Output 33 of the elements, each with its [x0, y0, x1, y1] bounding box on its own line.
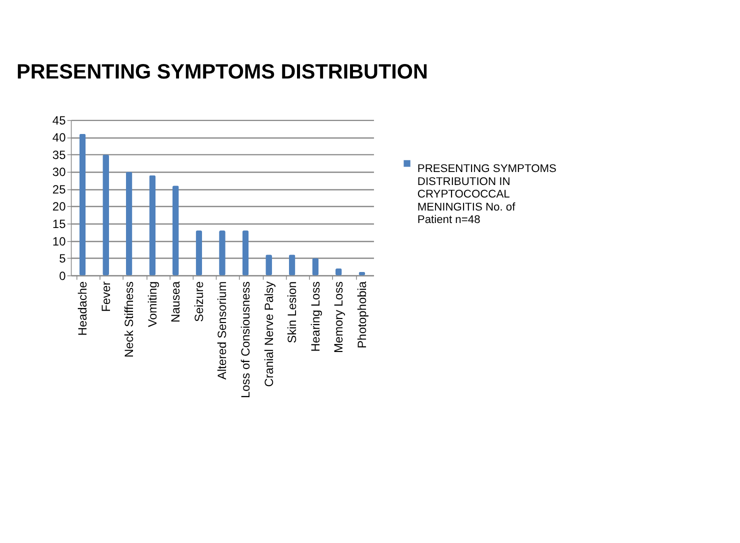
x-tick-label: Neck Stiffness — [122, 281, 136, 358]
y-tick-label: 35 — [52, 148, 66, 162]
legend-label: PRESENTING SYMPTOMS DISTRIBUTION IN CRYPTOCOCCAL MENINGITIS No. of Patient n=48 — [417, 163, 556, 226]
y-tick-label: 20 — [52, 200, 66, 214]
x-tick-label: Memory Loss — [332, 281, 346, 354]
chart-title: PRESENTING SYMPTOMS DISTRIBUTION — [16, 60, 428, 84]
x-tick-label: Skin Lesion — [285, 281, 300, 344]
x-tick-label: Altered Sensorium — [215, 281, 230, 380]
y-tick-label: 25 — [52, 182, 66, 196]
bar — [242, 230, 249, 276]
x-tick-label: Loss of Consiousness — [238, 281, 253, 398]
x-tick-label: Headache — [76, 281, 90, 336]
x-tick-label: Cranial Nerve Palsy — [262, 281, 276, 387]
y-tick-label: 45 — [52, 113, 66, 128]
bar — [288, 254, 296, 276]
bar — [196, 230, 202, 276]
bar — [172, 186, 179, 276]
x-tick-label: Fever — [98, 281, 113, 312]
x-tick-label: Nausea — [168, 281, 183, 323]
x-tick-label: Hearing Loss — [308, 281, 322, 352]
bar — [102, 154, 110, 276]
y-tick-label: 0 — [59, 268, 66, 283]
y-tick-label: 15 — [52, 216, 66, 231]
y-tick-label: 30 — [52, 165, 66, 180]
y-tick-label: 10 — [52, 234, 66, 248]
bar — [79, 134, 86, 276]
x-tick-label: Seizure — [192, 281, 206, 322]
y-tick-label: 40 — [52, 130, 66, 145]
x-tick-label: Photophobia — [354, 281, 369, 348]
x-tick-label: Vomiting — [145, 281, 160, 328]
bar — [126, 172, 132, 276]
y-tick-label: 5 — [59, 252, 66, 266]
bar — [149, 175, 156, 276]
